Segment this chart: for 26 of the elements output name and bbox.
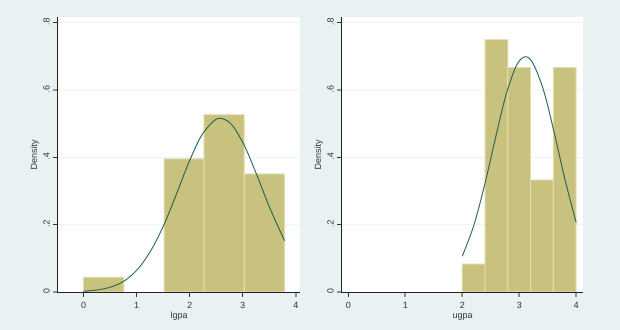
- x-axis-title: lgpa: [170, 310, 188, 320]
- line-series: [82, 118, 286, 292]
- y-tick-label: .2: [325, 220, 336, 228]
- y-tick-label: .2: [41, 220, 52, 228]
- y-tick-label: 0: [41, 288, 52, 294]
- x-tick-label: 4: [574, 300, 579, 310]
- y-tick-label: .6: [41, 84, 52, 92]
- x-tick-label: 1: [402, 300, 408, 310]
- x-tick-label: 0: [346, 300, 351, 310]
- y-tick-label: .8: [325, 18, 336, 26]
- y-tick-label: 0: [325, 288, 336, 294]
- y-axis-title: Density: [312, 139, 323, 170]
- y-tick-label: .4: [41, 152, 52, 160]
- x-tick-label: 3: [516, 300, 522, 310]
- y-axis-title: Density: [28, 139, 39, 170]
- y-tick-label: .8: [41, 18, 52, 26]
- y-tick-label: .4: [325, 152, 336, 160]
- x-tick-label: 1: [134, 300, 140, 310]
- y-tick-label: .6: [325, 84, 336, 92]
- line-series: [462, 56, 577, 257]
- x-tick-label: 2: [460, 300, 465, 310]
- x-axis-title: ugpa: [452, 310, 473, 320]
- x-tick-label: 3: [240, 300, 246, 310]
- x-tick-label: 0: [80, 300, 86, 310]
- x-tick-label: 4: [293, 300, 298, 310]
- x-tick-label: 2: [187, 300, 192, 310]
